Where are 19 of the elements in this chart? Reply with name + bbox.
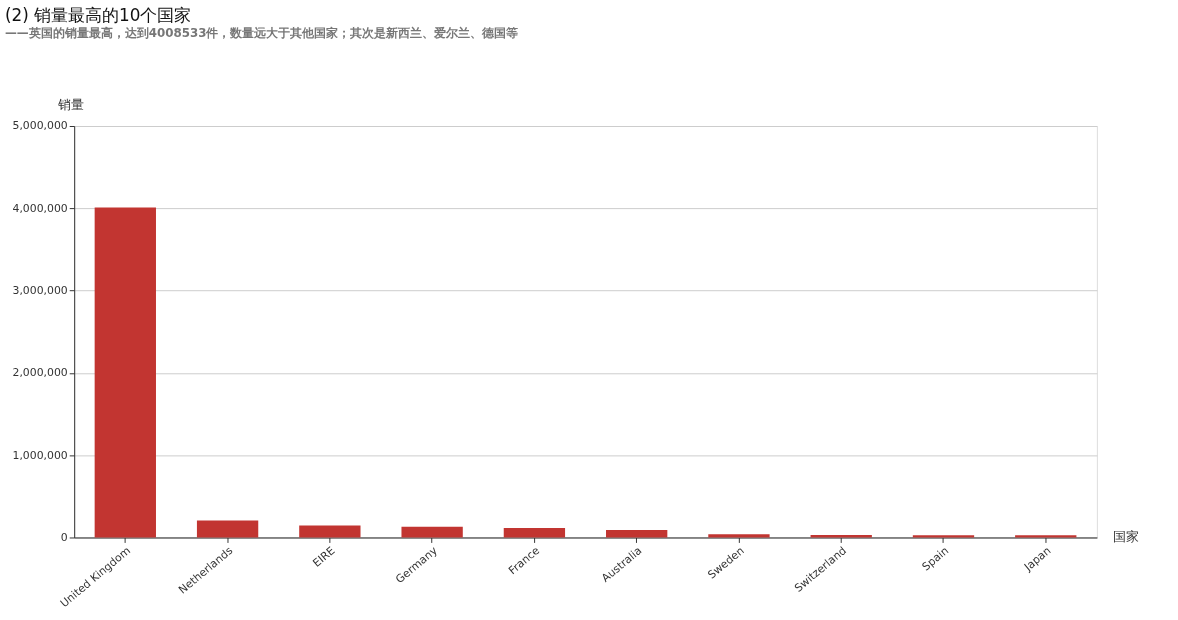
- bar: [912, 535, 975, 538]
- y-tick-label: 0: [60, 530, 68, 544]
- y-axis-title: 销量: [57, 97, 85, 113]
- x-axis-title: 国家: [1112, 529, 1139, 545]
- bar: [606, 529, 668, 538]
- chart-title: (2) 销量最高的10个国家: [4, 5, 192, 26]
- y-tick-label: 3,000,000: [12, 284, 68, 298]
- chart-subtitle: ——英国的销量最高，达到4008533件，数量远大于其他国家；其次是新西兰、爱尔兰、德国等: [4, 26, 519, 40]
- y-tick-label: 5,000,000: [12, 119, 68, 133]
- bar: [1015, 535, 1077, 538]
- bar: [503, 527, 566, 538]
- y-tick-label: 1,000,000: [12, 448, 68, 462]
- y-tick-label: 4,000,000: [12, 201, 68, 215]
- bar: [94, 207, 156, 538]
- y-tick-label: 2,000,000: [12, 366, 68, 380]
- bar: [708, 534, 770, 538]
- bar: [196, 520, 259, 538]
- bar: [299, 525, 361, 538]
- bar: [401, 526, 463, 538]
